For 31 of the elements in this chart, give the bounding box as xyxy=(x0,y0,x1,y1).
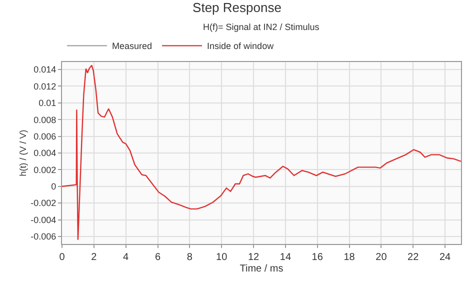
x-tick-label: 0 xyxy=(59,252,66,263)
x-tick-label: 20 xyxy=(376,252,388,263)
y-tick-label: -0.006 xyxy=(30,232,56,242)
x-tick-label: 4 xyxy=(123,252,130,263)
y-tick-label: 0.01 xyxy=(38,98,56,108)
y-tick-label: 0.004 xyxy=(34,148,56,158)
y-tick-label: 0.006 xyxy=(34,131,56,142)
y-tick-label: 0.002 xyxy=(34,164,56,175)
y-tick-label: 0 xyxy=(51,182,56,192)
legend-label: Inside of window xyxy=(207,41,274,52)
chart-title: Step Response xyxy=(192,0,282,15)
y-tick-label: 0.014 xyxy=(34,64,56,75)
x-axis-title: Time / ms xyxy=(240,264,284,274)
x-tick-label: 24 xyxy=(439,252,452,263)
x-tick-label: 16 xyxy=(312,252,324,263)
legend-label: Measured xyxy=(112,41,152,52)
y-axis-title: h(t) / (V / V) xyxy=(18,130,28,176)
y-tick-label: 0.008 xyxy=(34,114,56,125)
y-tick-label: -0.004 xyxy=(30,214,56,225)
x-tick-label: 2 xyxy=(91,252,98,263)
x-tick-label: 10 xyxy=(216,252,228,263)
chart-subtitle: H(f)= Signal at IN2 / Stimulus xyxy=(203,22,320,32)
x-tick-label: 6 xyxy=(154,252,161,263)
x-tick-label: 12 xyxy=(248,252,260,263)
x-tick-label: 8 xyxy=(186,252,193,263)
y-tick-label: -0.002 xyxy=(30,198,56,208)
y-tick-label: 0.012 xyxy=(34,81,56,92)
x-tick-label: 22 xyxy=(408,252,420,263)
line-series xyxy=(62,64,461,240)
x-tick-label: 14 xyxy=(280,252,292,263)
x-tick-label: 18 xyxy=(344,252,356,263)
